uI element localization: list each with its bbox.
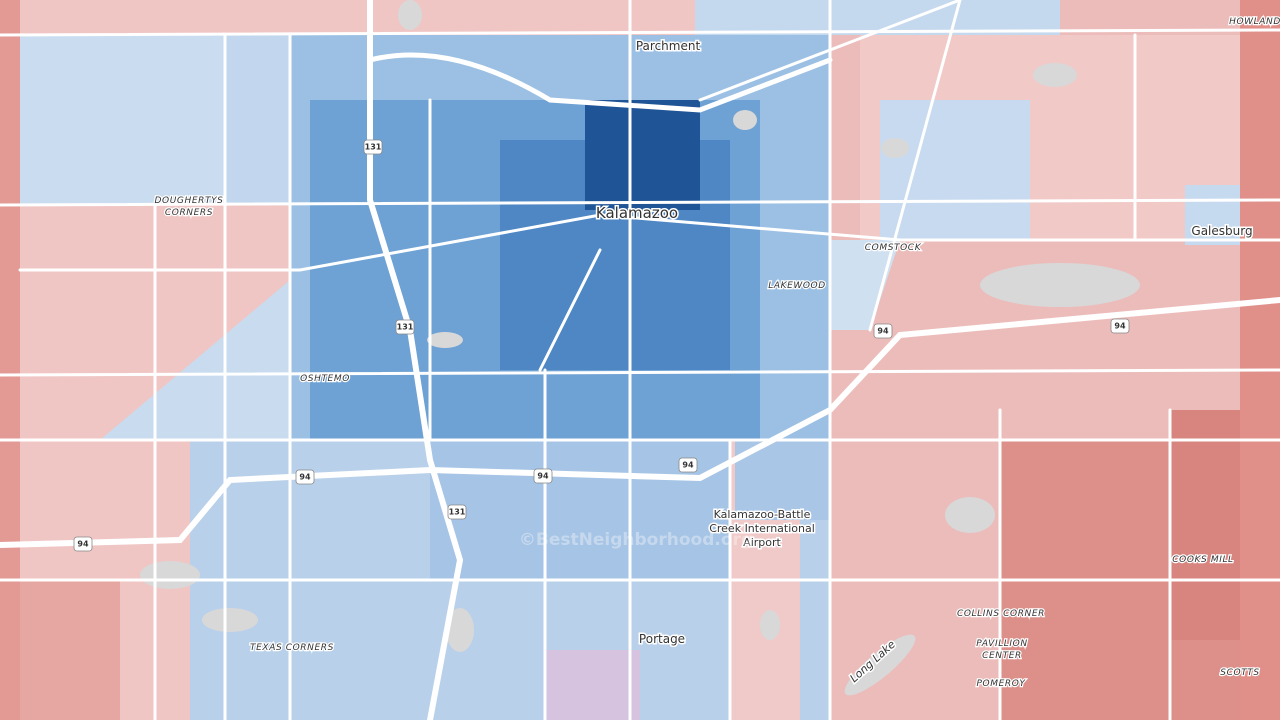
shield-badge: [533, 468, 553, 484]
shield-badge: [678, 457, 698, 473]
watermark: ©BestNeighborhood.org: [519, 530, 753, 550]
place-label: TEXAS CORNERS: [250, 643, 334, 653]
shield-badge: [447, 504, 467, 520]
shield-badge: [73, 536, 93, 552]
place-label: HOWLAND: [1229, 17, 1280, 27]
place-label: COOKS MILL: [1172, 555, 1233, 565]
place-label: Galesburg: [1191, 224, 1252, 238]
shield-label: 94: [77, 540, 89, 549]
shield-badge: [363, 139, 383, 155]
place-label: OSHTEMO: [300, 374, 350, 384]
place-label: COLLINS CORNER: [957, 609, 1045, 619]
shield-badge: [1110, 318, 1130, 334]
shield-label: 94: [1114, 322, 1126, 331]
place-label: DOUGHERTYS CORNERS: [155, 196, 224, 218]
shield-label: 94: [299, 473, 311, 482]
place-label: COMSTOCK: [865, 243, 922, 253]
shield-label: 131: [397, 323, 414, 332]
place-label: PAVILLION CENTER: [976, 639, 1027, 661]
shield-label: 94: [537, 472, 549, 481]
shield-label: 94: [877, 327, 889, 336]
place-label: SCOTTS: [1220, 668, 1259, 678]
shield-label: 131: [365, 143, 382, 152]
place-label: Kalamazoo: [596, 204, 678, 222]
place-label: LAKEWOOD: [768, 281, 826, 291]
shield-badge: [873, 323, 893, 339]
shields: 131 131 131 94 94 94 94 94 94: [73, 139, 1130, 552]
shield-badge: [395, 319, 415, 335]
shield-label: 131: [449, 508, 466, 517]
place-label: Parchment: [636, 39, 701, 53]
place-label: POMEROY: [977, 679, 1027, 689]
place-label: Portage: [639, 632, 685, 646]
place-label: Kalamazoo-Battle Creek International Airpo…: [709, 508, 815, 549]
shield-badge: [295, 469, 315, 485]
shield-label: 94: [682, 461, 694, 470]
